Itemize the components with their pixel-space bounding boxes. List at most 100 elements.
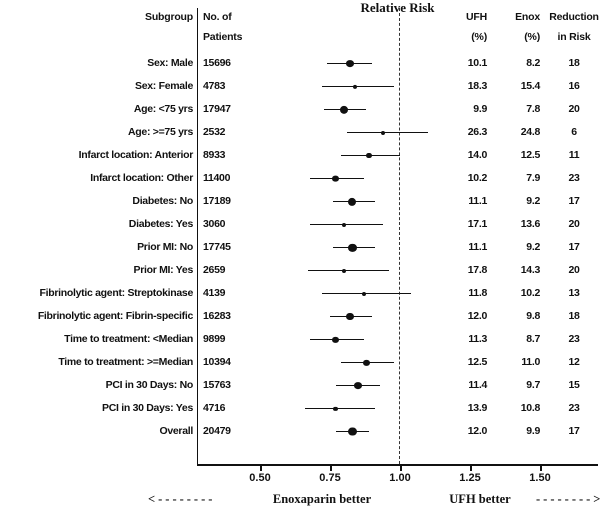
risk-reduction-value: 13 xyxy=(568,287,580,299)
ufh-percent-value: 10.2 xyxy=(467,172,488,184)
forest-row: Overall 20479 12.0 9.9 17 xyxy=(0,420,615,443)
ufh-percent-value: 26.3 xyxy=(467,126,488,138)
risk-reduction-value: 17 xyxy=(568,241,580,253)
risk-reduction-value: 18 xyxy=(568,57,580,69)
risk-reduction-value: 6 xyxy=(571,126,577,138)
point-estimate-marker xyxy=(345,59,354,68)
forest-row: PCI in 30 Days: No 15763 11.4 9.7 15 xyxy=(0,374,615,397)
enox-percent-value: 9.8 xyxy=(526,310,540,322)
axis-tick-label: 1.50 xyxy=(529,472,551,484)
forest-row: Fibrinolytic agent: Streptokinase 4139 1… xyxy=(0,282,615,305)
left-arrow-icon: <-------- xyxy=(148,492,216,506)
right-arrow-icon: --------> xyxy=(536,492,604,506)
patients-count: 17189 xyxy=(203,195,231,207)
column-header-reduction-line1: Reduction xyxy=(549,11,599,23)
subgroup-label: Prior MI: No xyxy=(137,241,193,253)
ufh-percent-value: 12.5 xyxy=(467,356,488,368)
risk-reduction-value: 12 xyxy=(568,356,580,368)
axis-tick-label: 1.00 xyxy=(389,472,411,484)
forest-row: PCI in 30 Days: Yes 4716 13.9 10.8 23 xyxy=(0,397,615,420)
subgroup-label: Time to treatment: >=Median xyxy=(58,356,193,368)
reference-line xyxy=(399,8,400,464)
x-axis-line xyxy=(197,464,598,466)
enox-percent-value: 14.3 xyxy=(520,264,541,276)
enox-percent-value: 9.2 xyxy=(526,195,540,207)
ufh-percent-value: 10.1 xyxy=(467,57,488,69)
enox-percent-value: 12.5 xyxy=(520,149,541,161)
risk-reduction-value: 23 xyxy=(568,172,580,184)
enox-percent-value: 9.2 xyxy=(526,241,540,253)
axis-tick xyxy=(470,464,472,471)
axis-tick xyxy=(330,464,332,471)
forest-row: Diabetes: No 17189 11.1 9.2 17 xyxy=(0,190,615,213)
risk-reduction-value: 20 xyxy=(568,218,580,230)
point-estimate-marker xyxy=(361,291,366,296)
forest-row: Prior MI: Yes 2659 17.8 14.3 20 xyxy=(0,259,615,282)
confidence-interval-line xyxy=(310,223,384,226)
subgroup-label: Prior MI: Yes xyxy=(133,264,193,276)
axis-tick xyxy=(400,464,402,471)
forest-row: Prior MI: No 17745 11.1 9.2 17 xyxy=(0,236,615,259)
patients-count: 16283 xyxy=(203,310,231,322)
enox-percent-value: 24.8 xyxy=(520,126,541,138)
point-estimate-marker xyxy=(366,152,373,159)
subgroup-label: Sex: Male xyxy=(147,57,193,69)
point-estimate-marker xyxy=(353,84,358,89)
risk-reduction-value: 16 xyxy=(568,80,580,92)
subgroup-label: Fibrinolytic agent: Fibrin-specific xyxy=(37,310,193,322)
forest-row: Age: >=75 yrs 2532 26.3 24.8 6 xyxy=(0,121,615,144)
subgroup-label: PCI in 30 Days: Yes xyxy=(102,402,193,414)
forest-row: Fibrinolytic agent: Fibrin-specific 1628… xyxy=(0,305,615,328)
patients-count: 9899 xyxy=(203,333,226,345)
ufh-percent-value: 14.0 xyxy=(467,149,488,161)
forest-row: Sex: Female 4783 18.3 15.4 16 xyxy=(0,75,615,98)
enox-percent-value: 15.4 xyxy=(520,80,541,92)
enox-percent-value: 7.9 xyxy=(526,172,540,184)
forest-row: Age: <75 yrs 17947 9.9 7.8 20 xyxy=(0,98,615,121)
patients-count: 4783 xyxy=(203,80,226,92)
column-header-subgroup: Subgroup xyxy=(145,11,193,23)
axis-tick-label: 0.75 xyxy=(319,472,341,484)
point-estimate-marker xyxy=(332,175,339,182)
subgroup-label: Fibrinolytic agent: Streptokinase xyxy=(39,287,194,299)
column-header-patients-line2: Patients xyxy=(203,31,243,43)
enoxaparin-better-label: Enoxaparin better xyxy=(272,492,372,506)
ufh-percent-value: 11.1 xyxy=(468,241,487,253)
subgroup-label: Diabetes: Yes xyxy=(128,218,194,230)
forest-row: Infarct location: Anterior 8933 14.0 12.… xyxy=(0,144,615,167)
point-estimate-marker xyxy=(332,336,339,343)
patients-count: 8933 xyxy=(203,149,226,161)
risk-reduction-value: 17 xyxy=(568,195,580,207)
subgroup-label: Infarct location: Anterior xyxy=(78,149,194,161)
patients-count: 17745 xyxy=(203,241,231,253)
confidence-interval-line xyxy=(307,269,389,272)
confidence-interval-line xyxy=(346,131,428,134)
ufh-percent-value: 12.0 xyxy=(467,425,488,437)
subgroup-label: Time to treatment: <Median xyxy=(64,333,193,345)
forest-row: Sex: Male 15696 10.1 8.2 18 xyxy=(0,52,615,75)
subgroup-label: Age: >=75 yrs xyxy=(128,126,193,138)
ufh-percent-value: 13.9 xyxy=(467,402,488,414)
axis-tick xyxy=(540,464,542,471)
subgroup-label: Infarct location: Other xyxy=(90,172,193,184)
patients-count: 20479 xyxy=(203,425,231,437)
patients-count: 10394 xyxy=(203,356,231,368)
column-header-ufh-pct: (%) xyxy=(471,31,487,43)
patients-count: 17947 xyxy=(203,103,231,115)
column-header-enox: Enox xyxy=(515,11,540,23)
risk-reduction-value: 20 xyxy=(568,103,580,115)
forest-row: Time to treatment: <Median 9899 11.3 8.7… xyxy=(0,328,615,351)
risk-reduction-value: 18 xyxy=(568,310,580,322)
patients-count: 4716 xyxy=(203,402,226,414)
enox-percent-value: 13.6 xyxy=(520,218,541,230)
risk-reduction-value: 17 xyxy=(568,425,580,437)
patients-count: 2532 xyxy=(203,126,226,138)
enox-percent-value: 8.2 xyxy=(526,57,540,69)
subgroup-label: Diabetes: No xyxy=(132,195,193,207)
ufh-percent-value: 11.3 xyxy=(468,333,487,345)
subgroup-label: Overall xyxy=(159,425,193,437)
point-estimate-marker xyxy=(354,381,362,390)
forest-rows: Sex: Male 15696 10.1 8.2 18 Sex: Female … xyxy=(0,52,615,443)
column-header-reduction-line2: in Risk xyxy=(557,31,591,43)
